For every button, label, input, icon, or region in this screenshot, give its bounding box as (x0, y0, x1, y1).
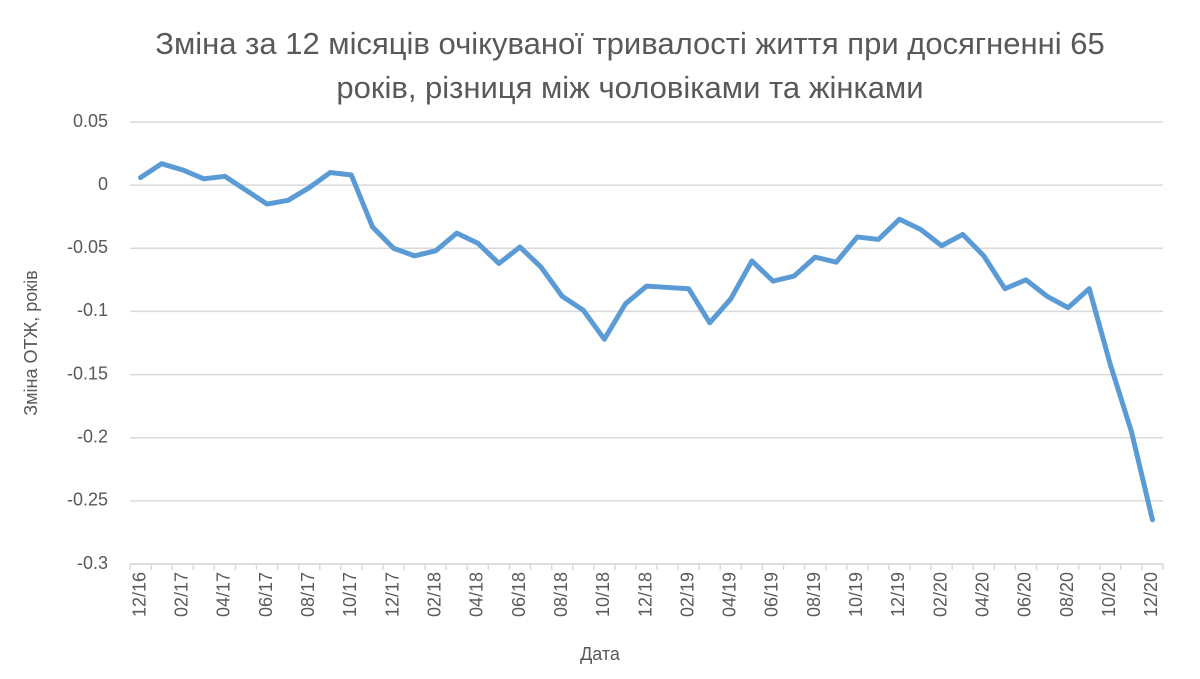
x-tick-label: 02/19 (677, 572, 697, 617)
x-tick-label: 10/19 (846, 572, 866, 617)
x-tick-label: 02/17 (171, 572, 191, 617)
x-tick-label: 08/17 (298, 572, 318, 617)
x-tick-label: 04/20 (973, 572, 993, 617)
x-axis-title: Дата (580, 644, 621, 664)
y-tick-label: -0.2 (77, 426, 108, 446)
x-tick-label: 06/19 (762, 572, 782, 617)
x-tick-label: 10/20 (1099, 572, 1119, 617)
y-tick-label: -0.25 (67, 490, 108, 510)
y-tick-label: -0.05 (67, 237, 108, 257)
x-tick-label: 10/18 (593, 572, 613, 617)
x-tick-label: 06/17 (256, 572, 276, 617)
x-tick-label: 12/17 (382, 572, 402, 617)
x-tick-label: 12/16 (129, 572, 149, 617)
y-tick-label: -0.3 (77, 553, 108, 573)
chart-title: Зміна за 12 місяців очікуваної тривалост… (155, 26, 1105, 105)
data-line (138, 161, 1155, 523)
x-tick-label: 02/18 (424, 572, 444, 617)
x-tick-label: 12/20 (1141, 572, 1161, 617)
y-tick-label: -0.15 (67, 363, 108, 383)
x-tick-label: 12/19 (888, 572, 908, 617)
y-tick-label: 0 (98, 174, 108, 194)
y-tick-label: 0.05 (73, 111, 108, 131)
x-tick-label: 04/19 (720, 572, 740, 617)
x-tick-label: 06/18 (509, 572, 529, 617)
x-tick-label: 04/17 (214, 572, 234, 617)
y-axis-title: Зміна ОТЖ, років (21, 270, 41, 415)
x-tick-label: 02/20 (930, 572, 950, 617)
x-tick-label: 04/18 (467, 572, 487, 617)
x-tick-label: 12/18 (635, 572, 655, 617)
y-tick-label: -0.1 (77, 300, 108, 320)
x-tick-label: 06/20 (1015, 572, 1035, 617)
x-tick-label: 10/17 (340, 572, 360, 617)
x-tick-label: 08/18 (551, 572, 571, 617)
x-tick-label: 08/19 (804, 572, 824, 617)
x-tick-label: 08/20 (1057, 572, 1077, 617)
